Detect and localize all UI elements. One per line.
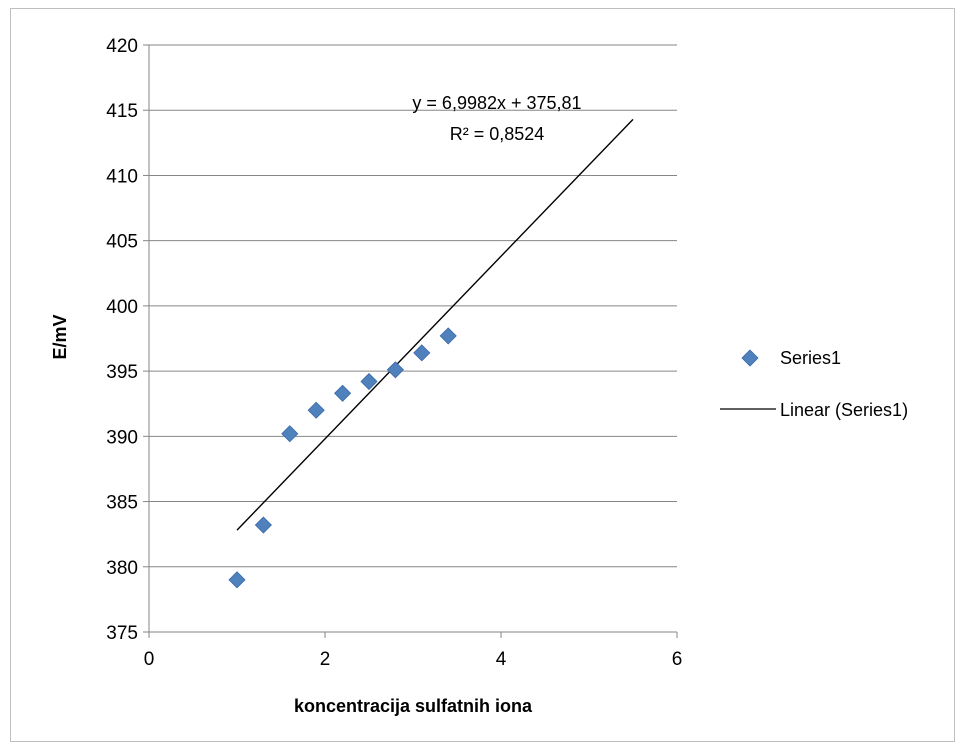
chart-frame xyxy=(10,8,955,742)
data-point-4 xyxy=(307,401,325,419)
trendline-r-squared: R² = 0,8524 xyxy=(450,124,545,144)
data-point-3 xyxy=(281,425,299,443)
y-tick-label-395: 395 xyxy=(106,362,138,383)
data-point-2 xyxy=(254,516,272,534)
axes xyxy=(143,44,678,638)
x-tick-label-0: 0 xyxy=(144,649,155,670)
y-tick-label-400: 400 xyxy=(106,297,138,318)
data-point-5 xyxy=(334,384,352,402)
gridlines xyxy=(149,44,677,568)
y-tick-label-375: 375 xyxy=(106,623,138,644)
x-axis-title: koncentracija sulfatnih iona xyxy=(294,696,533,716)
data-point-9 xyxy=(439,327,457,345)
data-point-1 xyxy=(228,571,246,589)
legend-label-trendline: Linear (Series1) xyxy=(780,400,908,420)
legend: Series1 Linear (Series1) xyxy=(720,348,908,420)
trendline-layer xyxy=(236,118,634,531)
trendline xyxy=(236,118,634,531)
y-tick-label-385: 385 xyxy=(106,493,138,514)
data-point-6 xyxy=(360,372,378,391)
x-tick-label-4: 4 xyxy=(496,649,507,670)
legend-label-series1: Series1 xyxy=(780,348,841,368)
y-axis-title: E/mV xyxy=(50,314,70,359)
x-tick-label-2: 2 xyxy=(320,649,331,670)
data-point-8 xyxy=(413,344,431,362)
y-tick-label-380: 380 xyxy=(106,558,138,579)
y-tick-label-415: 415 xyxy=(106,101,138,122)
y-tick-label-390: 390 xyxy=(106,427,138,448)
y-tick-label-405: 405 xyxy=(106,232,138,253)
y-tick-label-420: 420 xyxy=(106,36,138,57)
legend-marker-series1 xyxy=(741,349,759,367)
x-tick-labels: 0 2 4 6 xyxy=(144,649,683,670)
trendline-equation: y = 6,9982x + 375,81 xyxy=(412,93,581,113)
data-points xyxy=(228,327,457,589)
x-tick-label-6: 6 xyxy=(672,649,683,670)
y-tick-label-410: 410 xyxy=(106,166,138,187)
data-point-7 xyxy=(386,361,404,379)
y-tick-labels: 375 380 385 390 395 400 405 410 415 420 xyxy=(106,36,138,644)
